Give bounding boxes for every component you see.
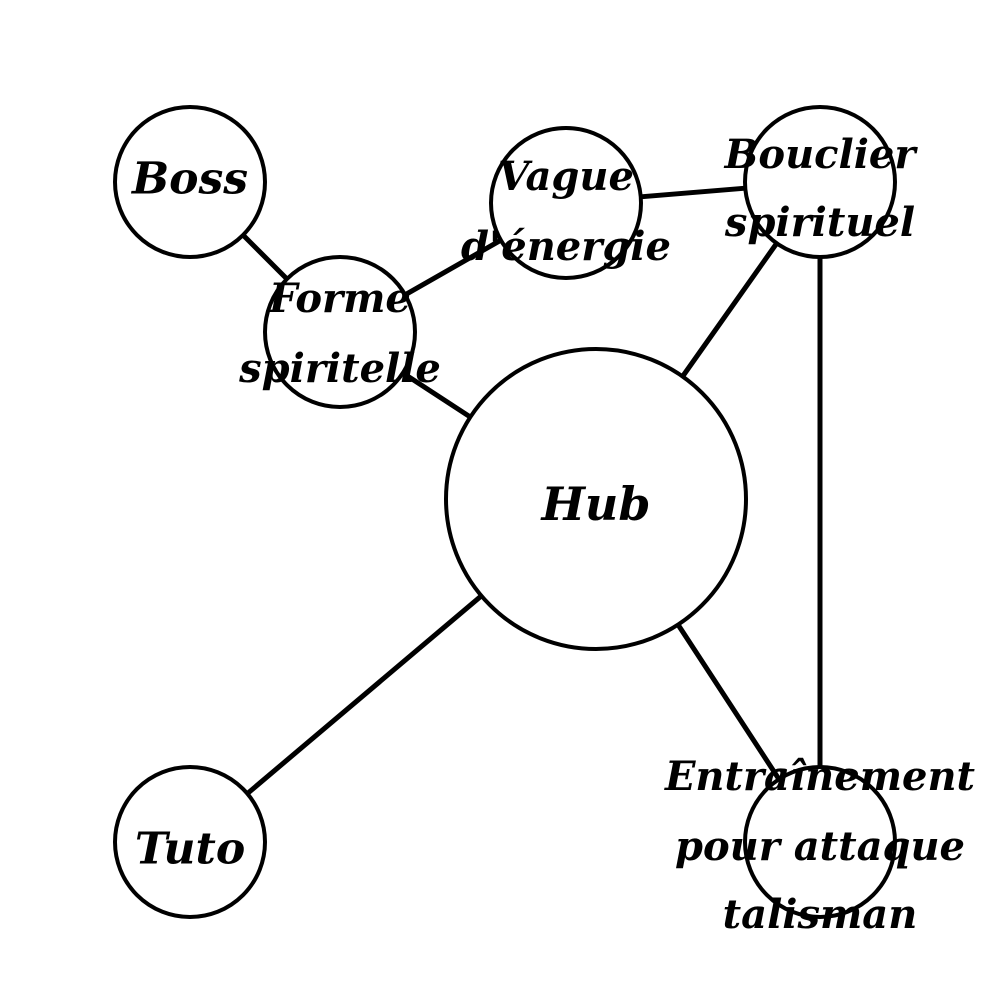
node-label-tuto-line-1: Tuto [135, 824, 245, 875]
node-label-vague-line-2: d'énergie [461, 223, 671, 270]
node-circle-entrainement [743, 765, 897, 919]
node-label-forme-line-1: Forme [268, 275, 411, 322]
edge-hub-entrainement [675, 622, 782, 782]
edge-hub-tuto [244, 593, 484, 797]
node-circle-bouclier [743, 105, 897, 259]
edges-layer [240, 185, 823, 797]
edge-bouclier-hub [680, 240, 780, 379]
node-hub: Hub [444, 347, 748, 651]
node-label-entrainement-line-2: pour attaque [675, 823, 965, 870]
node-label-entrainement-line-1: Entraînement [664, 753, 976, 800]
node-forme: Forme spiritelle [238, 255, 441, 409]
edge-boss-forme [240, 232, 290, 282]
edge-vague-bouclier [638, 185, 748, 200]
node-label-forme-line-2: spiritelle [238, 345, 441, 392]
node-circle-tuto [113, 765, 267, 919]
node-label-entrainement-line-3: talisman [723, 891, 918, 938]
node-entrainement: Entraînement pour attaque talisman [664, 753, 976, 938]
node-boss: Boss [113, 105, 267, 259]
node-circle-forme [263, 255, 417, 409]
node-circle-hub [444, 347, 748, 651]
nodes-layer: Boss Forme spiritelle Vague d'énergie Bouclie… [113, 105, 976, 938]
node-label-hub-line-1: Hub [539, 477, 650, 531]
node-tuto: Tuto [113, 765, 267, 919]
edge-forme-vague [402, 237, 504, 298]
node-label-bouclier-line-1: Bouclier [724, 131, 919, 178]
node-vague: Vague d'énergie [461, 126, 671, 280]
node-label-bouclier-line-2: spirituel [724, 199, 915, 246]
node-label-vague-line-1: Vague [498, 153, 634, 200]
node-circle-vague [489, 126, 643, 280]
node-bouclier: Bouclier spirituel [724, 105, 919, 259]
node-label-boss-line-1: Boss [130, 154, 248, 205]
node-circle-boss [113, 105, 267, 259]
edge-forme-hub [400, 370, 473, 420]
